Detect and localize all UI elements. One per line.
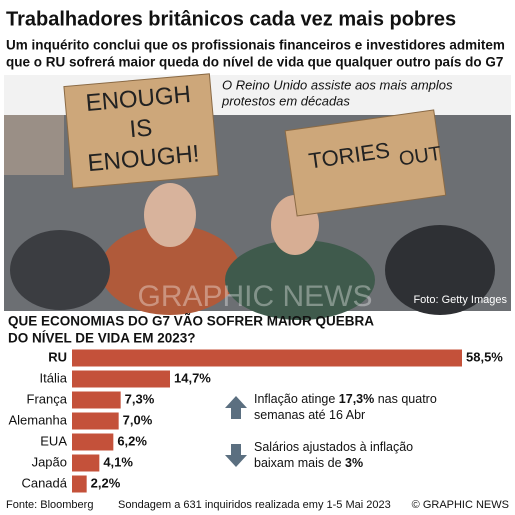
building bbox=[4, 115, 64, 175]
sign bbox=[63, 73, 219, 189]
bar bbox=[72, 412, 119, 430]
person bbox=[144, 183, 196, 247]
value-label: 58,5% bbox=[466, 349, 503, 364]
photo bbox=[4, 73, 511, 320]
annotation-part: Salários ajustados à inflação bbox=[254, 440, 413, 454]
person bbox=[225, 240, 375, 320]
bar bbox=[72, 454, 100, 472]
value-label: 7,0% bbox=[123, 412, 153, 427]
bar bbox=[72, 433, 114, 451]
bar bbox=[72, 475, 87, 493]
bar bbox=[72, 370, 170, 388]
person bbox=[10, 230, 110, 310]
category-label: EUA bbox=[40, 433, 67, 448]
photo-caption: O Reino Unido assiste aos mais amplos bbox=[222, 77, 453, 92]
sign-board bbox=[284, 109, 447, 217]
bar bbox=[72, 391, 121, 409]
copyright: © GRAPHIC NEWS bbox=[412, 499, 509, 511]
annotation: Salários ajustados à inflação bbox=[254, 440, 413, 454]
person bbox=[385, 225, 495, 315]
question: DO NÍVEL DE VIDA EM 2023? bbox=[8, 331, 196, 346]
arrow-down bbox=[225, 444, 247, 467]
annotation-part: nas quatro bbox=[374, 392, 437, 406]
value-label: 4,1% bbox=[103, 454, 133, 469]
bar bbox=[72, 349, 462, 367]
annotation-part: 17,3% bbox=[339, 392, 374, 406]
person bbox=[100, 225, 240, 315]
value-label: 14,7% bbox=[174, 370, 211, 385]
value-label: 2,2% bbox=[91, 475, 121, 490]
note: Sondagem a 631 inquiridos realizada emy … bbox=[118, 499, 391, 511]
annotation: baixam mais de 3% bbox=[254, 456, 363, 470]
sign bbox=[284, 109, 447, 217]
category-label: Canadá bbox=[21, 475, 67, 490]
annotation-part: 3% bbox=[345, 456, 363, 470]
sign-text: IS bbox=[128, 114, 153, 143]
subtitle: que o RU sofrerá maior queda do nível de… bbox=[6, 55, 503, 70]
annotation-part: baixam mais de bbox=[254, 456, 345, 470]
category-label: Itália bbox=[40, 370, 68, 385]
arrow-up bbox=[225, 396, 247, 419]
annotation: semanas até 16 Abr bbox=[254, 408, 365, 422]
photo-credit: Foto: Getty Images bbox=[413, 294, 507, 306]
watermark: GRAPHIC NEWS bbox=[137, 280, 372, 313]
annotation-part: semanas até 16 Abr bbox=[254, 408, 365, 422]
value-label: 6,2% bbox=[117, 433, 147, 448]
category-label: RU bbox=[48, 349, 67, 364]
question: QUE ECONOMIAS DO G7 VÃO SOFRER MAIOR QUE… bbox=[8, 314, 374, 329]
photo-caption: protestos em décadas bbox=[221, 93, 350, 108]
title: Trabalhadores britânicos cada vez mais p… bbox=[6, 8, 456, 30]
value-label: 7,3% bbox=[125, 391, 155, 406]
annotation: Inflação atinge 17,3% nas quatro bbox=[254, 392, 437, 406]
sign-board bbox=[63, 73, 219, 189]
source: Fonte: Bloomberg bbox=[6, 499, 93, 511]
category-label: França bbox=[27, 391, 68, 406]
category-label: Japão bbox=[32, 454, 67, 469]
category-label: Alemanha bbox=[8, 412, 67, 427]
subtitle: Um inquérito conclui que os profissionai… bbox=[6, 38, 505, 53]
annotation-part: Inflação atinge bbox=[254, 392, 339, 406]
